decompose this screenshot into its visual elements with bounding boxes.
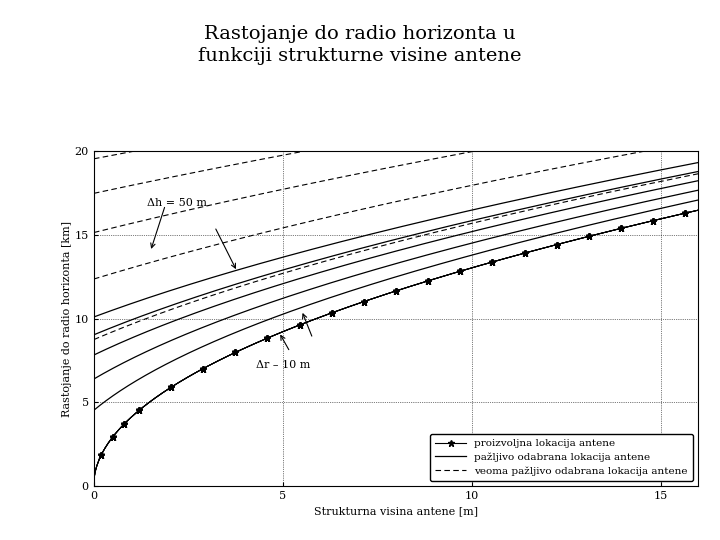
Legend: proizvoljna lokacija antene, pažljivo odabrana lokacija antene, veoma pažljivo o: proizvoljna lokacija antene, pažljivo od… <box>430 434 693 481</box>
Text: Rastojanje do radio horizonta u
funkciji strukturne visine antene: Rastojanje do radio horizonta u funkciji… <box>198 25 522 65</box>
Text: Δh = 50 m: Δh = 50 m <box>147 198 207 208</box>
X-axis label: Strukturna visina antene [m]: Strukturna visina antene [m] <box>314 507 478 516</box>
Y-axis label: Rastojanje do radio horizonta [km]: Rastojanje do radio horizonta [km] <box>62 220 72 417</box>
Text: Δr – 10 m: Δr – 10 m <box>256 361 310 370</box>
